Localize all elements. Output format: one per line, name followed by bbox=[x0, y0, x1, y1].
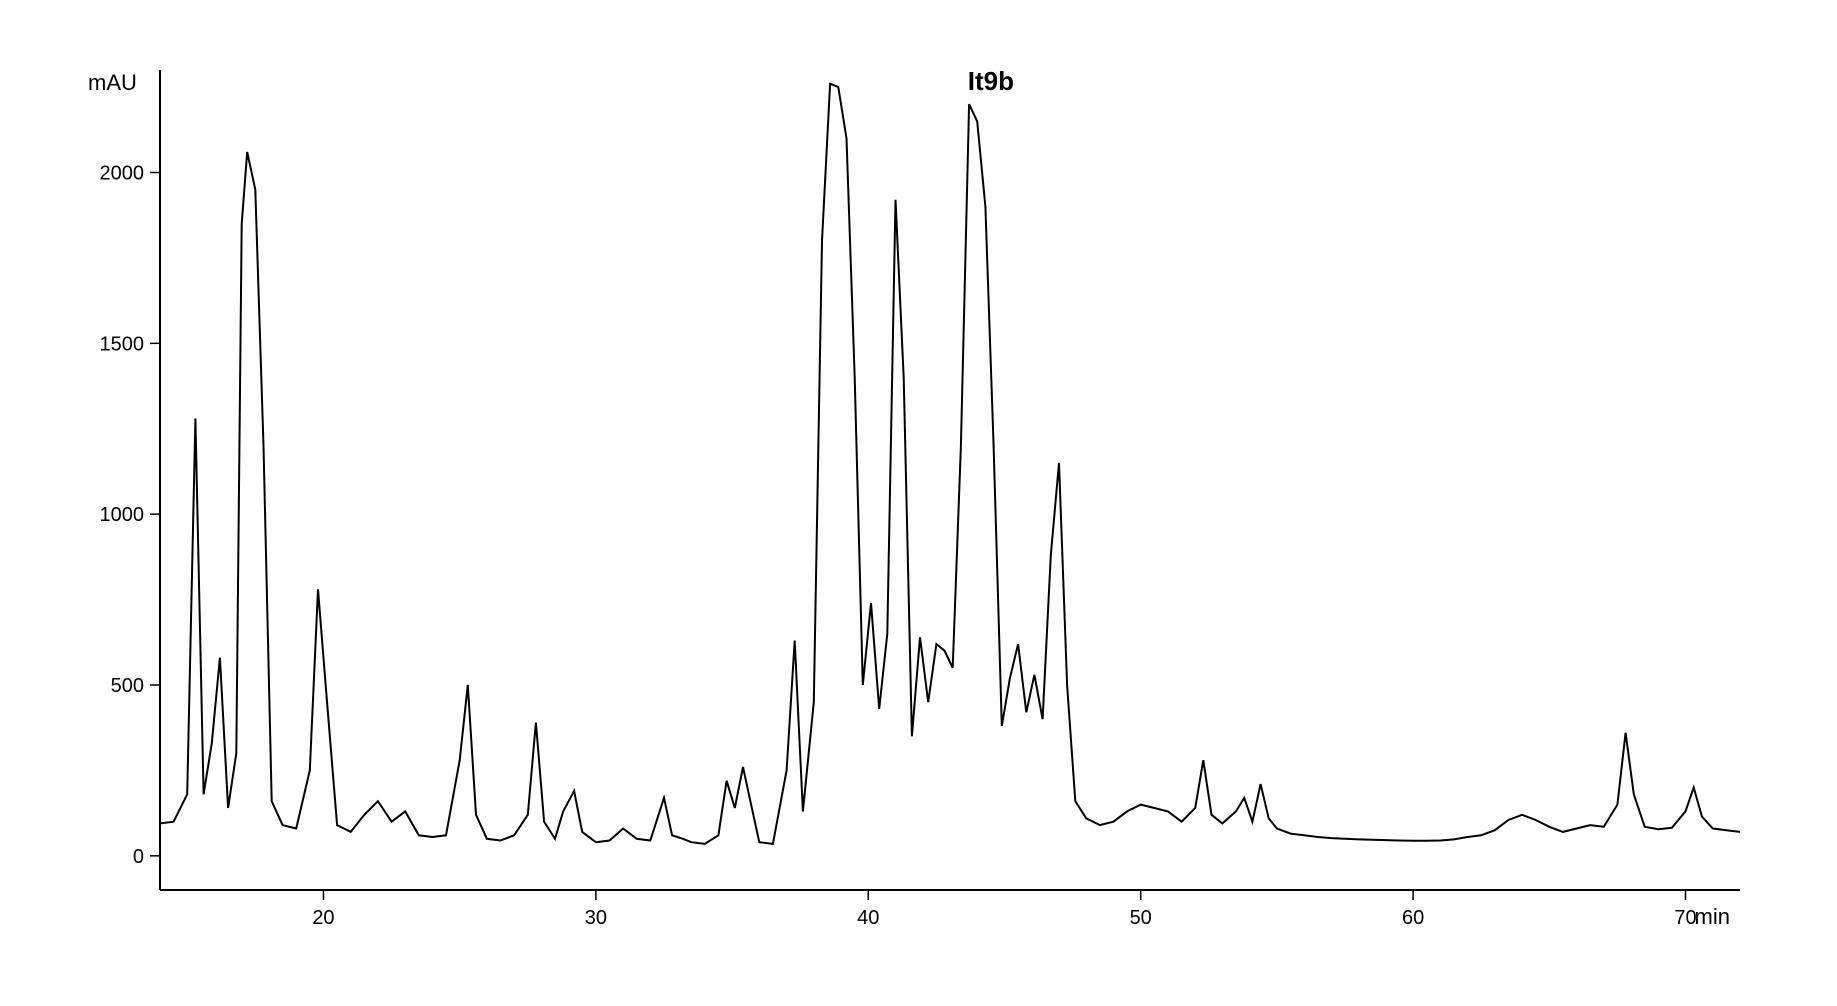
x-tick-label: 40 bbox=[857, 907, 879, 929]
y-tick-label: 1000 bbox=[100, 504, 145, 526]
peak-annotation: It9b bbox=[968, 66, 1014, 96]
y-tick-label: 1500 bbox=[100, 333, 145, 355]
x-tick-label: 70 bbox=[1674, 907, 1696, 929]
y-tick-label: 0 bbox=[133, 846, 144, 868]
x-axis-label: min bbox=[1695, 904, 1730, 929]
x-tick-label: 50 bbox=[1130, 907, 1152, 929]
y-axis-label: mAU bbox=[88, 70, 137, 95]
x-tick-label: 60 bbox=[1402, 907, 1424, 929]
y-tick-label: 500 bbox=[111, 675, 144, 697]
x-tick-label: 20 bbox=[312, 907, 334, 929]
x-tick-label: 30 bbox=[585, 907, 607, 929]
chromatogram-trace bbox=[160, 84, 1740, 844]
chromatogram-chart: 0 500 1000 1500 2000 20 30 40 50 60 70 mAU min It9b bbox=[20, 20, 1770, 970]
chart-svg: 0 500 1000 1500 2000 20 30 40 50 60 70 mAU min It9b bbox=[20, 20, 1770, 970]
y-tick-label: 2000 bbox=[100, 163, 145, 185]
